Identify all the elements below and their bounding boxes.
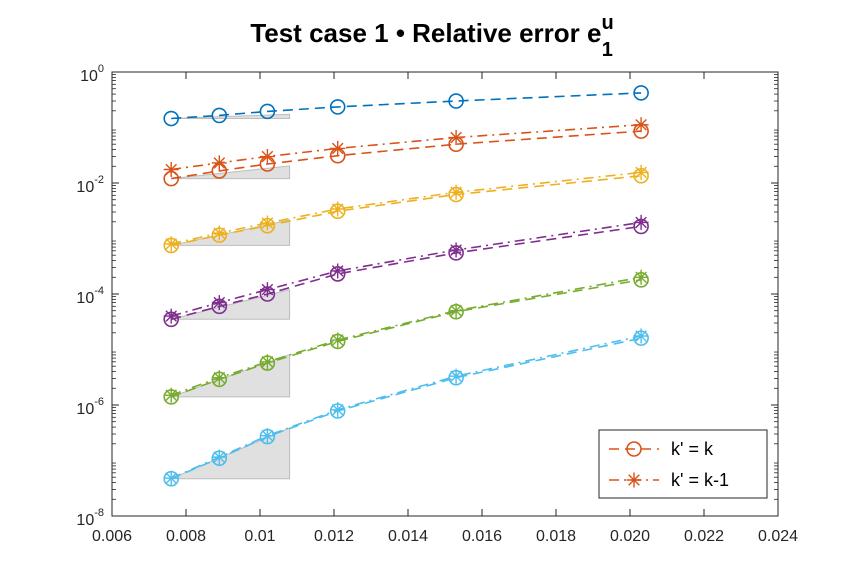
x-tick-label: 0.012 bbox=[314, 528, 354, 545]
y-tick-label: 10-6 bbox=[76, 396, 104, 418]
data-point-asterisk-order-5-5 bbox=[633, 328, 649, 344]
y-tick-label-exponent: -8 bbox=[94, 507, 104, 519]
x-tick-label: 0.008 bbox=[166, 528, 206, 545]
slope-triangle-0 bbox=[171, 113, 291, 120]
data-point-circle-order-0-2 bbox=[259, 103, 276, 120]
data-point-asterisk-order-3-2 bbox=[259, 282, 275, 298]
chart-title-main: Test case 1 • Relative error e bbox=[250, 18, 601, 48]
x-tick-label: 0.014 bbox=[388, 528, 428, 545]
data-point-circle-order-0-4 bbox=[448, 93, 464, 109]
data-point-asterisk-order-2-3 bbox=[330, 201, 346, 217]
data-point-asterisk-order-2-2 bbox=[259, 215, 275, 231]
data-point-asterisk-order-3-4 bbox=[448, 242, 464, 258]
series-line-asterisk-order-2 bbox=[171, 171, 642, 245]
series-line-asterisk-order-1 bbox=[171, 124, 642, 171]
y-tick-label-exponent: -2 bbox=[94, 174, 104, 186]
series-line-circle-order-4 bbox=[170, 279, 642, 398]
series-line-asterisk-order-5 bbox=[170, 335, 642, 479]
y-tick-label-base: 10 bbox=[76, 512, 94, 529]
data-point-asterisk-order-2-1 bbox=[211, 225, 227, 241]
legend-box bbox=[598, 429, 768, 499]
series-line-circle-order-2 bbox=[171, 175, 642, 247]
plot-area: 0.006 0.008 0.01 0.012 0.014 0.016 0.018 0.020 0… bbox=[76, 63, 798, 545]
y-tick-label-exponent: -4 bbox=[94, 285, 104, 297]
data-point-asterisk-order-5-3 bbox=[330, 402, 346, 418]
slope-triangle-1 bbox=[171, 165, 291, 180]
data-point-asterisk-order-3-1 bbox=[211, 295, 227, 311]
slope-triangle-3 bbox=[171, 289, 291, 320]
data-point-circle-order-0-1 bbox=[211, 107, 228, 124]
series-line-circle-order-3 bbox=[170, 225, 642, 321]
x-tick-label: 0.006 bbox=[92, 528, 132, 545]
legend-label: k' = k bbox=[671, 439, 714, 459]
series-line-circle-order-1 bbox=[171, 130, 642, 180]
y-tick-label-base: 10 bbox=[76, 290, 94, 307]
data-point-asterisk-order-5-1 bbox=[211, 449, 227, 465]
series-line-circle-order-0 bbox=[171, 92, 642, 120]
legend-marker-circle bbox=[626, 441, 642, 457]
series-line-asterisk-order-4 bbox=[170, 276, 642, 396]
y-tick-label-base: 10 bbox=[80, 68, 98, 85]
data-point-asterisk-order-2-0 bbox=[163, 236, 179, 252]
data-point-asterisk-order-4-1 bbox=[211, 370, 227, 386]
data-point-asterisk-order-5-2 bbox=[259, 428, 275, 444]
data-point-asterisk-order-4-4 bbox=[448, 303, 464, 319]
y-tick-label: 10-8 bbox=[76, 507, 104, 529]
y-tick-label-exponent: 0 bbox=[98, 63, 104, 75]
x-tick-label: 0.024 bbox=[758, 528, 798, 545]
data-point-asterisk-order-2-4 bbox=[448, 184, 464, 200]
data-point-asterisk-order-3-5 bbox=[633, 214, 649, 230]
x-tick-label: 0.016 bbox=[462, 528, 502, 545]
chart-title: Test case 1 • Relative error eu 1 bbox=[250, 12, 613, 61]
data-point-asterisk-order-4-3 bbox=[330, 332, 346, 348]
y-tick-label: 100 bbox=[80, 63, 104, 85]
chart-title-subscript: 1 bbox=[602, 39, 613, 61]
data-point-circle-order-0-5 bbox=[633, 85, 649, 101]
data-point-asterisk-order-1-3 bbox=[330, 140, 346, 156]
chart-title-superscript: u bbox=[601, 12, 613, 34]
data-point-asterisk-order-5-4 bbox=[448, 368, 464, 384]
data-point-asterisk-order-2-5 bbox=[633, 164, 649, 180]
data-point-asterisk-order-3-3 bbox=[330, 263, 346, 279]
x-tick-label: 0.022 bbox=[684, 528, 724, 545]
data-point-asterisk-order-4-5 bbox=[633, 269, 649, 285]
series-line-asterisk-order-3 bbox=[170, 221, 642, 317]
legend-marker-asterisk bbox=[626, 472, 642, 488]
data-point-circle-order-0-0 bbox=[163, 110, 179, 127]
data-point-asterisk-order-1-4 bbox=[448, 130, 464, 146]
y-tick-label-base: 10 bbox=[76, 401, 94, 418]
data-point-asterisk-order-4-2 bbox=[259, 354, 275, 370]
data-point-circle-order-0-3 bbox=[329, 99, 346, 115]
y-tick-label-exponent: -6 bbox=[94, 396, 104, 408]
legend-label: k' = k-1 bbox=[671, 470, 729, 490]
data-point-asterisk-order-1-1 bbox=[211, 155, 227, 171]
y-tick-label-base: 10 bbox=[76, 179, 94, 196]
data-point-asterisk-order-3-0 bbox=[163, 308, 179, 324]
x-tick-label: 0.020 bbox=[610, 528, 650, 545]
data-point-asterisk-order-1-2 bbox=[259, 149, 275, 165]
data-point-asterisk-order-5-0 bbox=[163, 470, 179, 486]
x-tick-label: 0.01 bbox=[244, 528, 275, 545]
y-tick-label: 10-4 bbox=[76, 285, 104, 307]
x-tick-label: 0.018 bbox=[536, 528, 576, 545]
data-point-asterisk-order-4-0 bbox=[163, 387, 179, 403]
y-tick-label: 10-2 bbox=[76, 174, 104, 196]
data-point-asterisk-order-1-5 bbox=[633, 117, 649, 133]
data-point-asterisk-order-1-0 bbox=[163, 162, 179, 178]
